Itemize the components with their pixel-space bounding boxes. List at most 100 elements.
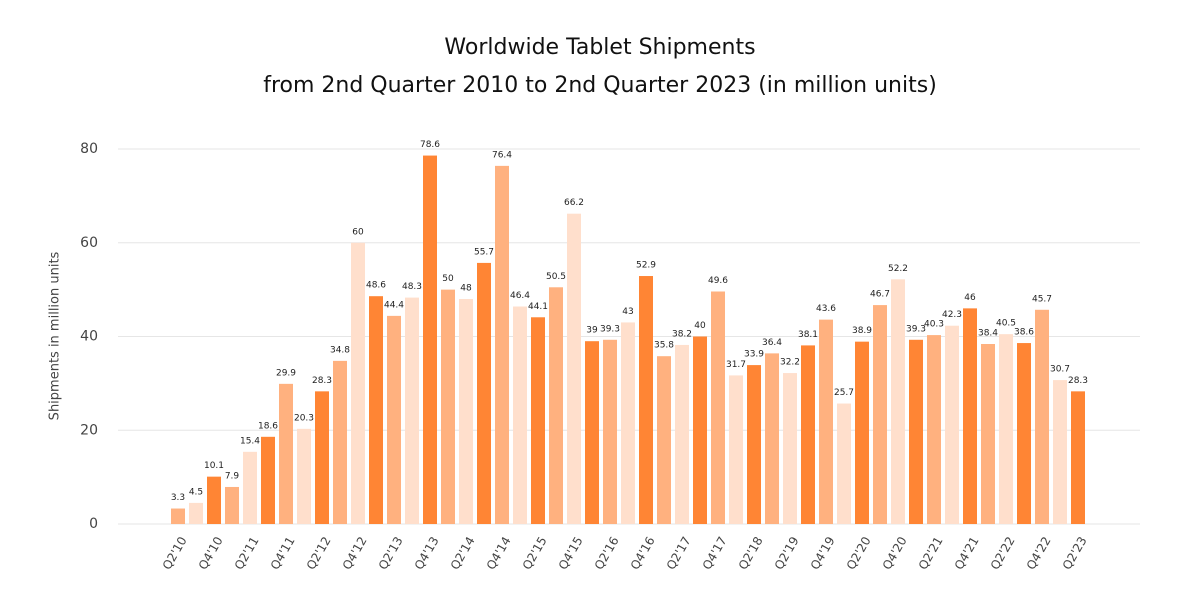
value-label: 43.6: [816, 304, 836, 314]
bar: [225, 486, 239, 524]
chart-title: Worldwide Tablet Shipments: [444, 35, 755, 60]
x-tick-label: Q4'20: [880, 534, 910, 572]
bar: [1053, 380, 1067, 524]
bar: [945, 325, 959, 524]
y-tick-label: 80: [80, 141, 98, 157]
value-label: 50: [442, 274, 454, 284]
value-label: 32.2: [780, 358, 800, 368]
value-label: 35.8: [654, 341, 674, 351]
value-label: 10.1: [204, 461, 224, 471]
x-tick-label: Q4'13: [412, 534, 442, 572]
bar: [477, 262, 491, 524]
value-label: 34.8: [330, 345, 350, 355]
chart-subtitle: from 2nd Quarter 2010 to 2nd Quarter 202…: [263, 73, 937, 98]
value-label: 29.9: [276, 368, 296, 378]
x-tick-label: Q4'10: [196, 534, 226, 572]
bar: [495, 165, 509, 524]
value-label: 78.6: [420, 140, 440, 150]
bar: [387, 315, 401, 524]
value-label: 28.3: [312, 376, 332, 386]
bar: [999, 334, 1013, 524]
value-label: 39.3: [600, 324, 620, 334]
value-label: 20.3: [294, 413, 314, 423]
bar: [279, 383, 293, 524]
value-label: 38.1: [798, 330, 818, 340]
value-label: 36.4: [762, 338, 782, 348]
value-label: 28.3: [1068, 376, 1088, 386]
bar: [171, 508, 185, 524]
x-tick-label: Q4'12: [340, 534, 370, 572]
value-label: 40.5: [996, 319, 1016, 329]
value-label: 38.9: [852, 326, 872, 336]
x-tick-label: Q2'11: [232, 534, 262, 572]
bar: [351, 242, 365, 524]
bar: [927, 335, 941, 524]
bar: [837, 403, 851, 524]
value-label: 18.6: [258, 421, 278, 431]
bar: [585, 341, 599, 524]
bar: [729, 375, 743, 524]
x-tick-label: Q4'15: [556, 534, 586, 572]
bar: [909, 339, 923, 524]
x-tick-label: Q4'11: [268, 534, 298, 572]
x-tick-label: Q4'16: [628, 534, 658, 572]
bar: [855, 341, 869, 524]
bar: [819, 319, 833, 524]
value-label: 52.9: [636, 261, 656, 271]
bar: [963, 308, 977, 524]
value-label: 40.3: [924, 320, 944, 330]
x-tick-label: Q2'12: [304, 534, 334, 572]
value-label: 45.7: [1032, 294, 1052, 304]
x-tick-label: Q2'10: [160, 534, 190, 572]
bar: [891, 279, 905, 524]
x-tick-label: Q2'23: [1060, 534, 1090, 572]
bar: [783, 373, 797, 524]
bar: [657, 356, 671, 524]
x-tick-label: Q2'20: [844, 534, 874, 572]
y-tick-label: 40: [80, 329, 98, 345]
x-tick-label: Q2'13: [376, 534, 406, 572]
x-tick-label: Q2'21: [916, 534, 946, 572]
bar: [549, 287, 563, 524]
bar: [261, 436, 275, 524]
value-label: 43: [622, 307, 633, 317]
value-label: 30.7: [1050, 365, 1070, 375]
value-label: 39: [586, 326, 598, 336]
value-label: 44.4: [384, 300, 404, 310]
x-tick-label: Q2'17: [664, 534, 694, 572]
bar: [693, 336, 707, 524]
x-tick-label: Q4'19: [808, 534, 838, 572]
value-label: 3.3: [171, 493, 185, 503]
value-label: 38.4: [978, 329, 998, 339]
bar: [675, 344, 689, 524]
bar: [639, 276, 653, 524]
bar: [1071, 391, 1085, 524]
bar: [189, 502, 203, 524]
x-tick-label: Q2'15: [520, 534, 550, 572]
bar: [513, 306, 527, 524]
value-label: 44.1: [528, 302, 548, 312]
value-label: 39.3: [906, 324, 926, 334]
value-label: 25.7: [834, 388, 854, 398]
value-label: 48.3: [402, 282, 422, 292]
value-label: 48: [460, 284, 472, 294]
value-label: 46: [964, 293, 976, 303]
y-tick-label: 20: [80, 422, 98, 438]
value-label: 42.3: [942, 310, 962, 320]
value-label: 4.5: [189, 487, 203, 497]
value-label: 40: [694, 321, 706, 331]
bar: [423, 155, 437, 524]
value-label: 76.4: [492, 150, 512, 160]
value-label: 46.4: [510, 291, 530, 301]
bar: [531, 317, 545, 524]
bar: [1017, 343, 1031, 524]
bar: [1035, 309, 1049, 524]
bar: [315, 391, 329, 524]
bar: [369, 296, 383, 524]
x-tick-label: Q4'21: [952, 534, 982, 572]
bar: [747, 365, 761, 524]
x-tick-label: Q4'22: [1024, 534, 1054, 572]
x-tick-label: Q4'14: [484, 534, 514, 572]
value-label: 50.5: [546, 272, 566, 282]
